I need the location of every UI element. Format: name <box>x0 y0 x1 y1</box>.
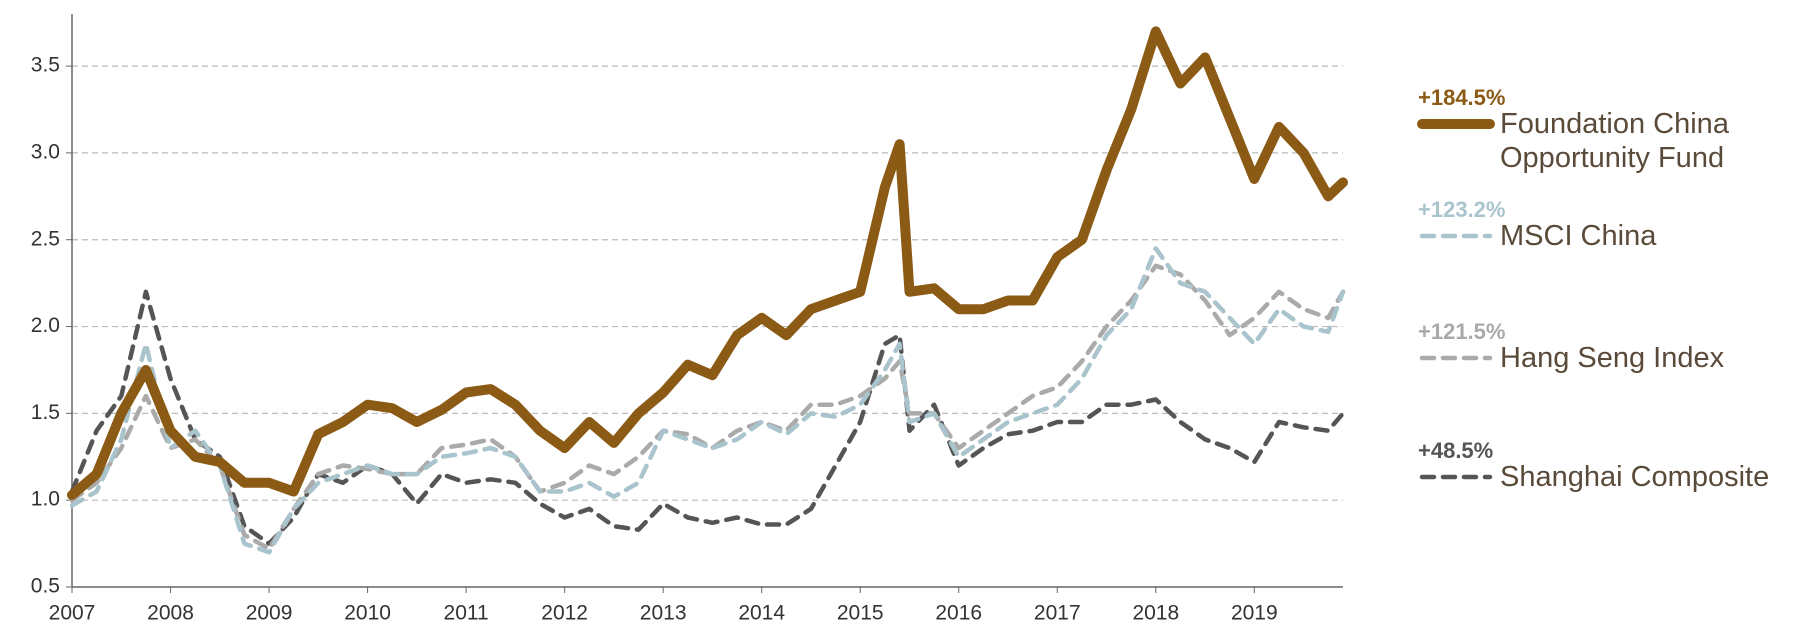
x-tick-label: 2018 <box>1132 602 1179 625</box>
x-tick-label: 2019 <box>1231 602 1278 625</box>
legend-change: +121.5% <box>1418 319 1506 344</box>
x-tick-label: 2011 <box>444 602 489 625</box>
series-line <box>67 26 1348 500</box>
x-tick-label: 2015 <box>837 602 884 625</box>
legend-change: +184.5% <box>1418 85 1506 110</box>
y-tick-label: 2.0 <box>31 314 60 337</box>
x-tick-label: 2012 <box>541 602 588 625</box>
series-line <box>69 263 1346 552</box>
legend-change: +48.5% <box>1418 438 1494 463</box>
x-tick-label: 2013 <box>640 602 687 625</box>
y-tick-label: 2.5 <box>31 227 60 250</box>
legend-label: Shanghai Composite <box>1500 461 1770 493</box>
x-tick-label: 2010 <box>344 602 391 625</box>
x-tick-label: 2014 <box>738 602 785 625</box>
y-tick-label: 3.5 <box>31 54 60 77</box>
legend-label: Hang Seng Index <box>1500 342 1725 374</box>
x-tick-label: 2007 <box>49 602 96 625</box>
x-tick-label: 2009 <box>246 602 293 625</box>
y-tick-label: 1.0 <box>31 488 60 511</box>
y-tick-label: 3.0 <box>31 140 60 163</box>
y-tick-label: 0.5 <box>31 575 60 598</box>
legend-label: MSCI China <box>1500 220 1657 252</box>
legend-change: +123.2% <box>1418 197 1506 222</box>
x-tick-label: 2016 <box>935 602 982 625</box>
legend-label: Foundation China Opportunity Fund <box>1500 108 1729 174</box>
x-tick-label: 2017 <box>1034 602 1081 625</box>
series-line <box>69 289 1346 546</box>
x-tick-label: 2008 <box>147 602 194 625</box>
series-line <box>69 246 1346 555</box>
y-tick-label: 1.5 <box>31 401 60 424</box>
